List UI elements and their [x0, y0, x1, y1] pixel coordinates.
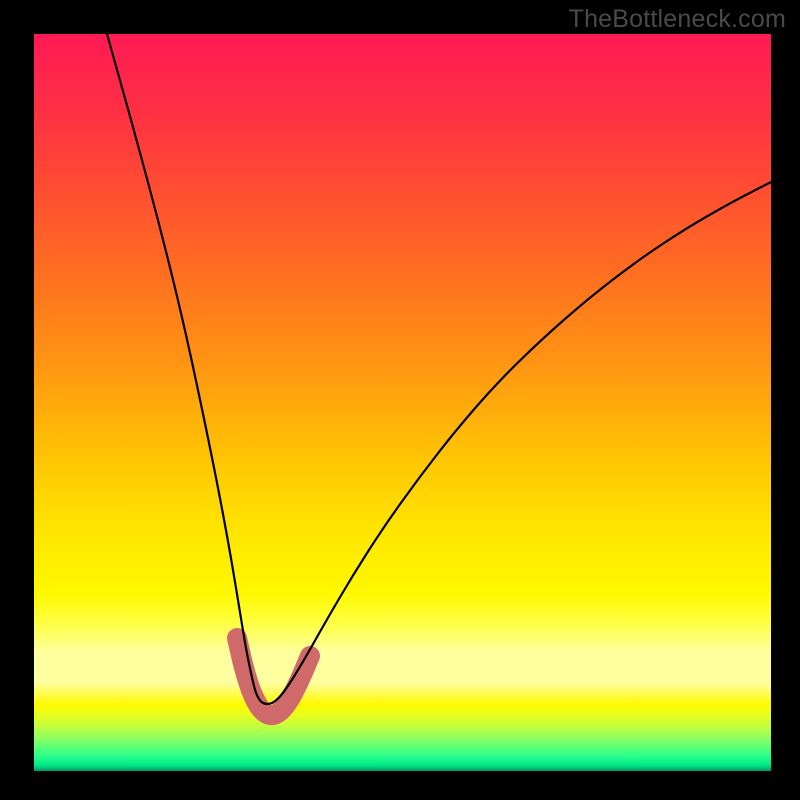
watermark-text: TheBottleneck.com [569, 5, 786, 34]
curve-overlay [34, 34, 771, 771]
frame-left [0, 0, 34, 800]
highlight-segment [237, 638, 310, 715]
frame-right [771, 0, 800, 800]
frame-bottom [0, 771, 800, 800]
bottleneck-curve [107, 34, 771, 704]
plot-area [34, 34, 771, 771]
